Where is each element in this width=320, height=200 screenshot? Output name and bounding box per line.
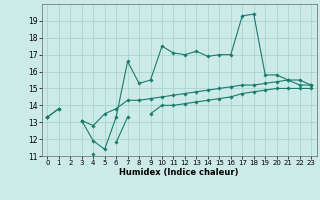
X-axis label: Humidex (Indice chaleur): Humidex (Indice chaleur)	[119, 168, 239, 177]
